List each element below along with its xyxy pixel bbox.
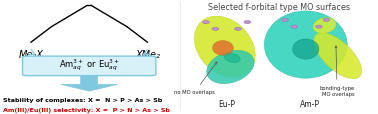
- Text: Am$^{3+}_{aq}$ or Eu$^{3+}_{aq}$: Am$^{3+}_{aq}$ or Eu$^{3+}_{aq}$: [59, 57, 120, 73]
- Ellipse shape: [316, 26, 322, 29]
- Text: Me₂X: Me₂X: [19, 50, 43, 60]
- Ellipse shape: [323, 19, 330, 22]
- Ellipse shape: [291, 26, 298, 29]
- Ellipse shape: [313, 18, 336, 34]
- Text: Am(III)/Eu(III) selectivity: X =  P > N > As > Sb: Am(III)/Eu(III) selectivity: X = P > N >…: [3, 107, 169, 112]
- Ellipse shape: [235, 28, 241, 31]
- Ellipse shape: [282, 19, 288, 22]
- Ellipse shape: [194, 17, 255, 78]
- Text: Eu-P: Eu-P: [218, 100, 235, 109]
- Text: Am-P: Am-P: [299, 100, 319, 109]
- FancyBboxPatch shape: [23, 57, 156, 76]
- Ellipse shape: [207, 51, 254, 84]
- Ellipse shape: [244, 21, 251, 25]
- Ellipse shape: [212, 41, 233, 56]
- Ellipse shape: [212, 28, 219, 31]
- Text: Stability of complexes: X =  N > P > As > Sb: Stability of complexes: X = N > P > As >…: [3, 97, 162, 102]
- Ellipse shape: [293, 40, 319, 60]
- Polygon shape: [61, 76, 118, 91]
- Ellipse shape: [225, 54, 240, 63]
- Ellipse shape: [264, 12, 347, 79]
- Text: Selected f-orbital type MO surfaces: Selected f-orbital type MO surfaces: [208, 3, 350, 12]
- Ellipse shape: [203, 21, 209, 25]
- Text: bonding-type
MO overlaps: bonding-type MO overlaps: [319, 46, 355, 96]
- Ellipse shape: [314, 33, 362, 79]
- Text: no MO overlaps: no MO overlaps: [174, 62, 217, 95]
- Text: XMe₂: XMe₂: [135, 50, 160, 60]
